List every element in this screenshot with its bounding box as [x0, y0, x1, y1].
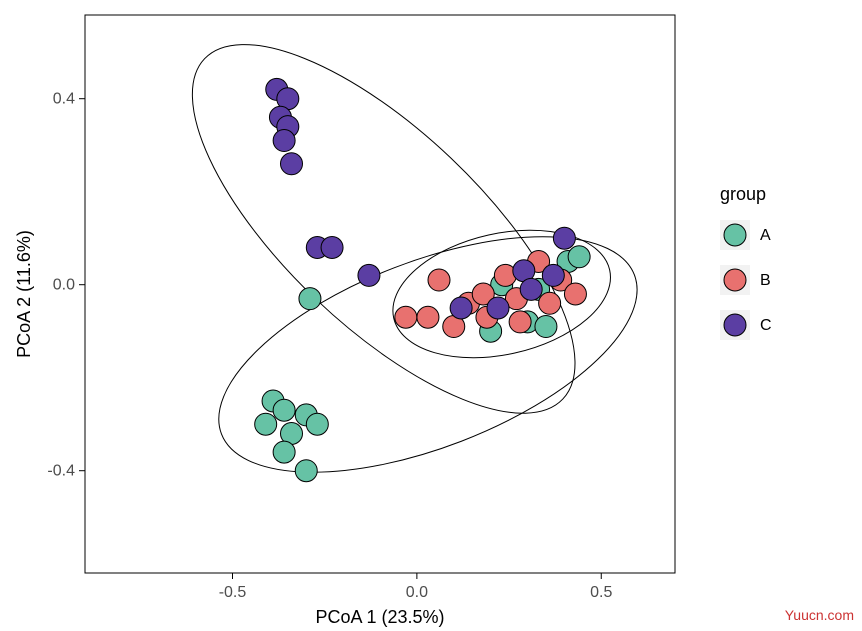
data-point — [487, 297, 509, 319]
data-point — [295, 460, 317, 482]
data-point — [358, 264, 380, 286]
legend-label: B — [760, 272, 771, 289]
legend-label: A — [760, 227, 771, 244]
data-point — [281, 153, 303, 175]
data-point — [299, 288, 321, 310]
data-point — [273, 399, 295, 421]
data-point — [520, 278, 542, 300]
y-axis-title: PCoA 2 (11.6%) — [14, 230, 34, 358]
data-point — [542, 264, 564, 286]
data-point — [568, 246, 590, 268]
data-point — [564, 283, 586, 305]
y-tick-label: 0.0 — [53, 277, 75, 294]
data-point — [535, 316, 557, 338]
legend-key-icon — [724, 269, 746, 291]
legend-key-icon — [724, 224, 746, 246]
x-tick-label: 0.0 — [406, 584, 428, 601]
x-tick-label: 0.5 — [590, 584, 612, 601]
y-tick-label: -0.4 — [47, 463, 75, 480]
data-point — [428, 269, 450, 291]
data-point — [255, 413, 277, 435]
data-point — [395, 306, 417, 328]
watermark-text: Yuucn.com — [785, 607, 854, 623]
data-point — [509, 311, 531, 333]
data-point — [306, 413, 328, 435]
legend-label: C — [760, 317, 772, 334]
legend-key-icon — [724, 314, 746, 336]
data-point — [539, 292, 561, 314]
data-point — [553, 227, 575, 249]
data-point — [417, 306, 439, 328]
pcoa-scatter-chart: -0.5 0.0 0.5 PCoA 1 (23.5%) -0.4 0.0 0.4 PCoA 2… — [0, 0, 862, 631]
x-axis-title: PCoA 1 (23.5%) — [315, 607, 444, 627]
chart-svg: -0.5 0.0 0.5 PCoA 1 (23.5%) -0.4 0.0 0.4 PCoA 2… — [0, 0, 862, 631]
data-point — [450, 297, 472, 319]
data-point — [321, 237, 343, 259]
y-tick-label: 0.4 — [53, 91, 75, 108]
legend-title: group — [720, 184, 766, 204]
x-tick-label: -0.5 — [219, 584, 247, 601]
data-point — [273, 441, 295, 463]
data-point — [273, 130, 295, 152]
